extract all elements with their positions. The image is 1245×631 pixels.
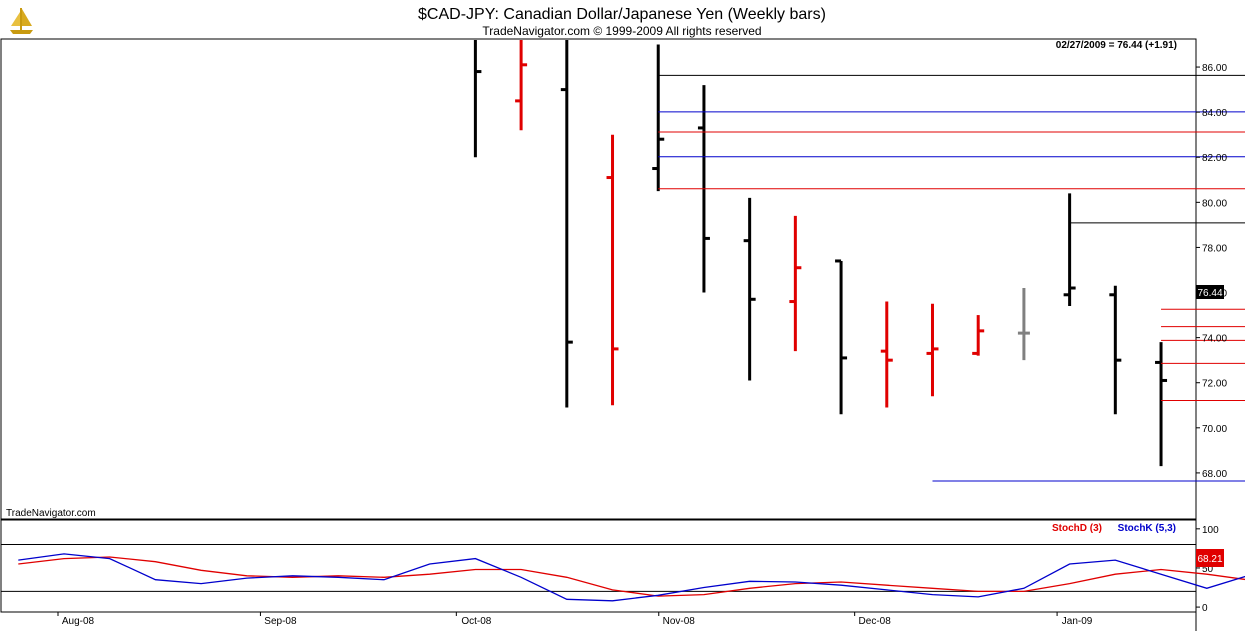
stoch-value-badge (1196, 549, 1224, 567)
ohlc-bar (835, 259, 848, 415)
price-tick-label: 86.00 (1202, 63, 1227, 74)
ohlc-bar (606, 134, 619, 406)
price-tick-label: 74.00 (1202, 334, 1227, 345)
ohlc-bar (972, 315, 985, 356)
ohlc-bar (473, 40, 482, 158)
x-tick-label: Nov-08 (663, 616, 696, 627)
price-tick-label: 78.00 (1202, 243, 1227, 254)
x-tick-label: Oct-08 (461, 616, 491, 627)
ohlc-bar (652, 44, 665, 192)
price-tick-label: 70.00 (1202, 424, 1227, 435)
ohlc-bar (789, 215, 802, 352)
level-lines: 85.6384.0183.1282.0280.6079.0975.2674.49… (658, 74, 1245, 482)
price-tick-label: 82.00 (1202, 153, 1227, 164)
price-tick-label: 68.00 (1202, 469, 1227, 480)
legend-stochk: StochK (5,3) (1118, 523, 1176, 534)
watermark: TradeNavigator.com (6, 508, 96, 519)
price-plot (473, 40, 1168, 467)
price-tick-label: 72.00 (1202, 379, 1227, 390)
x-axis-ticks: Aug-08Sep-08Oct-08Nov-08Dec-08Jan-09Feb-… (57, 612, 1093, 627)
stoch-tick-label: 100 (1202, 525, 1219, 536)
ohlc-bar (560, 40, 573, 408)
x-tick-label: Sep-08 (264, 616, 297, 627)
ohlc-bar (1155, 342, 1168, 467)
logo-icon (3, 2, 39, 38)
price-info-line: 02/27/2009 = 76.44 (+1.91) (1056, 40, 1177, 51)
price-tick-label: 84.00 (1202, 108, 1227, 119)
ohlc-bar (1063, 193, 1076, 307)
stoch-tick-label: 0 (1202, 603, 1208, 614)
stoch-value-label: 68.21 (1197, 554, 1222, 565)
stoch-series-line (18, 556, 1245, 597)
stoch-tick-label: 50 (1202, 564, 1214, 575)
ohlc-bar (515, 40, 528, 131)
chart-title: $CAD-JPY: Canadian Dollar/Japanese Yen (… (418, 6, 826, 23)
ohlc-bar (1017, 288, 1030, 361)
stoch-plot (1, 543, 1245, 602)
chart-subtitle: TradeNavigator.com © 1999-2009 All right… (482, 24, 761, 38)
ohlc-bar (926, 303, 939, 397)
price-panel-frame (0, 38, 1197, 520)
ohlc-bar (743, 197, 756, 381)
stoch-series-line (18, 553, 1245, 602)
price-tick-label: 80.00 (1202, 198, 1227, 209)
ohlc-bar (1109, 285, 1122, 415)
legend-stochd: StochD (3) (1052, 523, 1102, 534)
x-tick-label: Aug-08 (62, 616, 95, 627)
x-tick-label: Jan-09 (1062, 616, 1093, 627)
ohlc-bar (880, 301, 893, 408)
last-price-badge (1196, 285, 1224, 299)
x-tick-label: Dec-08 (859, 616, 892, 627)
y-axis-ticks: 86.0084.0082.0080.0078.0076.0074.0072.00… (1196, 63, 1227, 614)
last-price-label: 76.44 (1197, 288, 1222, 299)
